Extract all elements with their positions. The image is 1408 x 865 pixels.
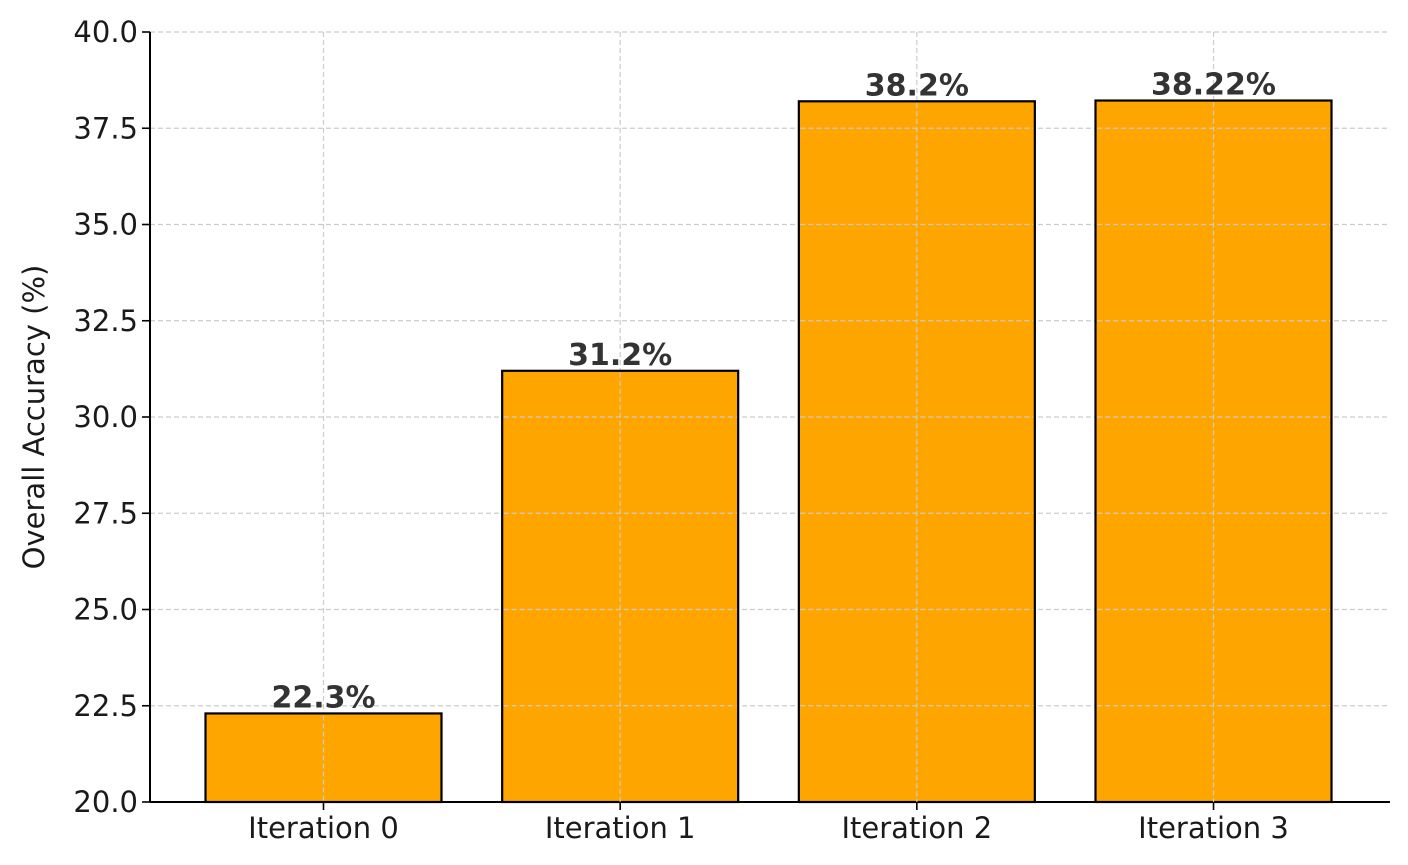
y-tick-label: 30.0 [73,400,138,434]
y-tick-label: 27.5 [73,496,138,530]
y-tick-label: 37.5 [73,111,138,145]
x-tick-label: Iteration 3 [1138,811,1289,845]
data-label-2: 38.2% [865,68,969,103]
bars [204,99,1333,804]
y-tick-label: 20.0 [73,785,138,819]
y-tick-label: 32.5 [73,304,138,338]
data-label-0: 22.3% [271,680,375,715]
data-labels: 22.3% 31.2% 38.2% 38.22% [271,68,1331,802]
y-tick-label: 35.0 [73,208,138,242]
y-tick-label: 40.0 [73,15,138,49]
x-tick-label: Iteration 0 [248,811,399,845]
data-label-1: 31.2% [568,338,672,373]
y-tick-label: 25.0 [73,593,138,627]
ticks: 20.0 22.5 25.0 27.5 30.0 32.5 35.0 37.5 40.0 Iter… [73,15,1288,845]
x-tick-label: Iteration 1 [545,811,696,845]
x-tick-label: Iteration 2 [841,811,992,845]
y-tick-label: 22.5 [73,689,138,723]
bar-1 [501,369,740,804]
y-axis-title: Overall Accuracy (%) [17,265,51,570]
data-label-3: 38.22% [1151,68,1276,103]
